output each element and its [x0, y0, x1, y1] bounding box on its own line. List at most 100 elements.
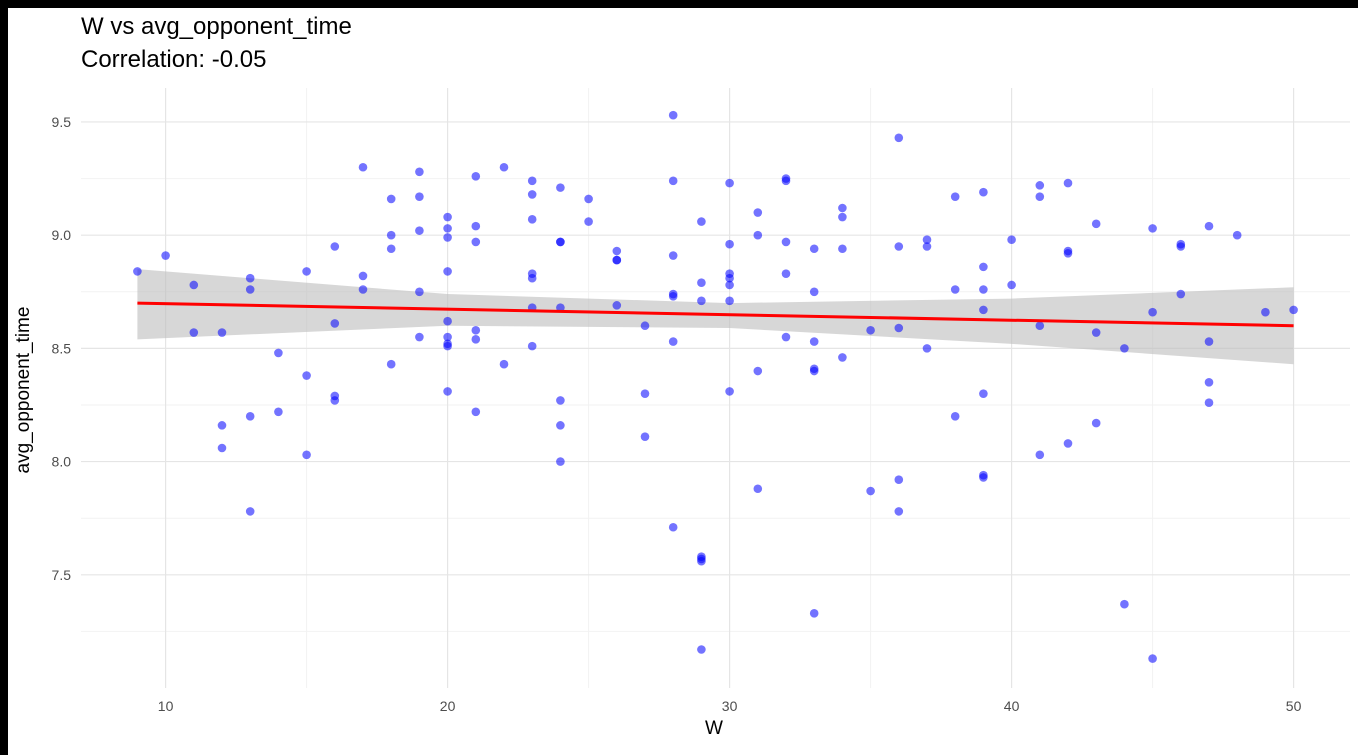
- scatter-plot: 10 20 30 40 50 7.5 8.0 8.5 9.0 9.5 W avg_opponent…: [13, 88, 1350, 739]
- data-point: [415, 287, 424, 297]
- data-point: [415, 226, 424, 235]
- data-point: [1204, 221, 1214, 231]
- data-point: [217, 421, 227, 430]
- data-point: [894, 323, 904, 333]
- x-tick-label: 10: [158, 698, 174, 714]
- data-point: [1091, 418, 1101, 428]
- data-point: [443, 316, 452, 326]
- data-point: [725, 273, 734, 283]
- data-point: [979, 262, 988, 272]
- data-point: [556, 303, 565, 312]
- data-point: [189, 328, 199, 337]
- data-point: [556, 396, 565, 405]
- chart-title: W vs avg_opponent_time: [81, 13, 352, 40]
- data-point: [1007, 280, 1016, 290]
- data-point: [471, 237, 481, 247]
- data-point: [556, 457, 565, 466]
- data-point: [584, 194, 593, 204]
- data-point: [950, 192, 960, 201]
- data-point: [753, 366, 763, 376]
- data-point: [725, 296, 734, 306]
- data-point: [1148, 224, 1157, 233]
- data-point: [1120, 344, 1129, 353]
- points-layer: [133, 110, 1298, 663]
- data-point: [781, 237, 791, 247]
- data-point: [217, 328, 227, 337]
- data-point: [1091, 219, 1101, 229]
- data-point: [330, 396, 340, 405]
- data-point: [838, 212, 847, 222]
- data-point: [668, 292, 678, 301]
- data-point: [527, 176, 537, 186]
- data-point: [1204, 378, 1214, 387]
- x-tick-label: 40: [1004, 698, 1020, 714]
- data-point: [527, 341, 537, 351]
- chart-subtitle: Correlation: -0.05: [81, 46, 267, 73]
- data-point: [499, 162, 509, 172]
- y-tick-label: 8.0: [52, 454, 72, 470]
- data-point: [1120, 599, 1129, 609]
- data-point: [922, 242, 932, 251]
- data-point: [612, 301, 622, 310]
- data-point: [443, 387, 452, 396]
- data-point: [556, 183, 565, 192]
- data-point: [922, 235, 932, 244]
- data-point: [302, 267, 311, 276]
- trend-line-layer: [137, 301, 1294, 328]
- data-point: [386, 230, 396, 240]
- data-point: [499, 359, 509, 369]
- data-point: [443, 233, 452, 242]
- tick-labels: 10 20 30 40 50 7.5 8.0 8.5 9.0 9.5: [52, 114, 1302, 714]
- data-point: [274, 407, 283, 417]
- y-tick-label: 7.5: [52, 567, 72, 583]
- data-point: [1035, 192, 1045, 201]
- data-point: [894, 133, 904, 143]
- data-point: [330, 319, 340, 328]
- y-tick-label: 9.0: [52, 227, 72, 243]
- data-point: [640, 389, 650, 398]
- plot-area: W vs avg_opponent_time Correlation: -0.0…: [8, 8, 1358, 755]
- data-point: [668, 251, 678, 260]
- data-point: [471, 335, 481, 344]
- data-point: [302, 371, 311, 380]
- data-point: [753, 484, 763, 494]
- data-point: [527, 190, 537, 199]
- data-point: [753, 230, 763, 240]
- data-point: [358, 162, 368, 172]
- data-point: [302, 450, 311, 460]
- data-point: [443, 341, 452, 351]
- data-point: [330, 242, 340, 251]
- data-point: [1063, 439, 1073, 448]
- data-point: [471, 221, 481, 231]
- data-point: [979, 305, 988, 315]
- data-point: [809, 244, 819, 254]
- x-tick-label: 20: [440, 698, 456, 714]
- data-point: [245, 273, 255, 283]
- x-tick-label: 50: [1286, 698, 1302, 714]
- data-point: [1035, 450, 1045, 460]
- confidence-band: [137, 269, 1294, 365]
- data-point: [809, 608, 819, 618]
- data-point: [386, 194, 396, 204]
- data-point: [415, 192, 424, 201]
- data-point: [781, 176, 791, 186]
- x-tick-label: 30: [722, 698, 738, 714]
- data-point: [584, 217, 593, 226]
- data-point: [612, 246, 622, 256]
- y-tick-label: 8.5: [52, 340, 72, 356]
- data-point: [838, 353, 847, 362]
- trend-line: [137, 301, 1294, 328]
- data-point: [950, 412, 960, 421]
- data-point: [612, 255, 622, 265]
- data-point: [753, 208, 763, 217]
- data-point: [527, 215, 537, 224]
- data-point: [894, 507, 904, 516]
- data-point: [640, 432, 650, 441]
- data-point: [443, 332, 452, 342]
- data-point: [1063, 248, 1073, 258]
- data-point: [894, 242, 904, 251]
- data-point: [1204, 337, 1214, 346]
- data-point: [358, 271, 368, 281]
- data-point: [161, 251, 170, 260]
- data-point: [386, 244, 396, 254]
